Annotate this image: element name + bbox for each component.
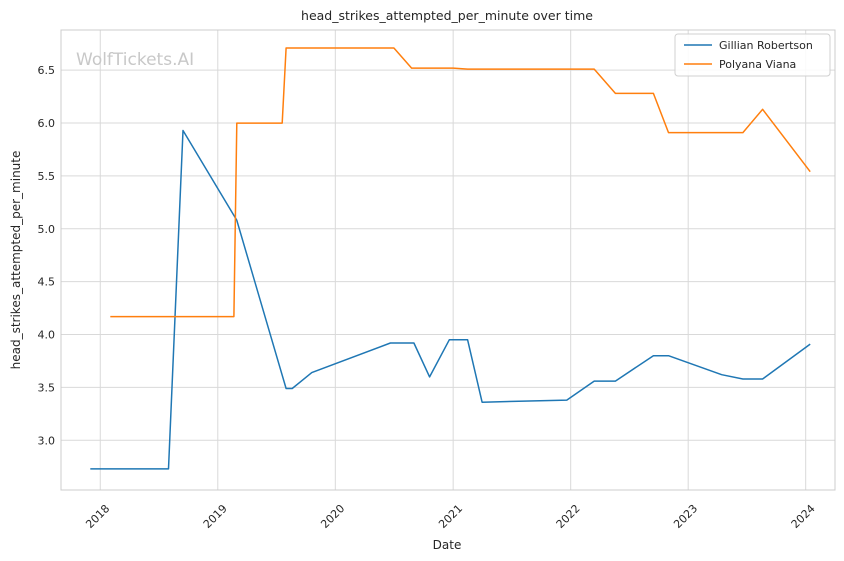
y-axis-label: head_strikes_attempted_per_minute — [9, 151, 23, 370]
y-tick-label-5-5: 5.5 — [38, 170, 56, 183]
y-tick-label-3-5: 3.5 — [38, 381, 56, 394]
chart-title: head_strikes_attempted_per_minute over t… — [301, 8, 593, 23]
legend: Gillian Robertson Polyana Viana — [674, 33, 831, 77]
legend-label-polyana-viana: Polyana Viana — [719, 58, 796, 71]
series-line-polyana-viana — [110, 47, 811, 318]
y-tick-label-3-0: 3.0 — [38, 434, 56, 447]
y-tick-labels: 3.0 3.5 4.0 4.5 5.0 5.5 6.0 6.5 — [38, 64, 56, 447]
legend-box — [674, 33, 831, 77]
plot-frame — [60, 29, 836, 491]
x-axis-label: Date — [433, 538, 462, 552]
series-lines — [90, 47, 811, 470]
y-tick-label-6-0: 6.0 — [38, 117, 56, 130]
grid-lines — [61, 30, 835, 490]
y-tick-label-6-5: 6.5 — [38, 64, 56, 77]
y-tick-label-4-0: 4.0 — [38, 329, 56, 342]
series-line-gillian-robertson — [90, 129, 811, 470]
y-tick-label-5-0: 5.0 — [38, 223, 56, 236]
legend-label-gillian-robertson: Gillian Robertson — [719, 39, 813, 52]
y-tick-label-4-5: 4.5 — [38, 276, 56, 289]
watermark-text: WolfTickets.AI — [76, 50, 194, 70]
